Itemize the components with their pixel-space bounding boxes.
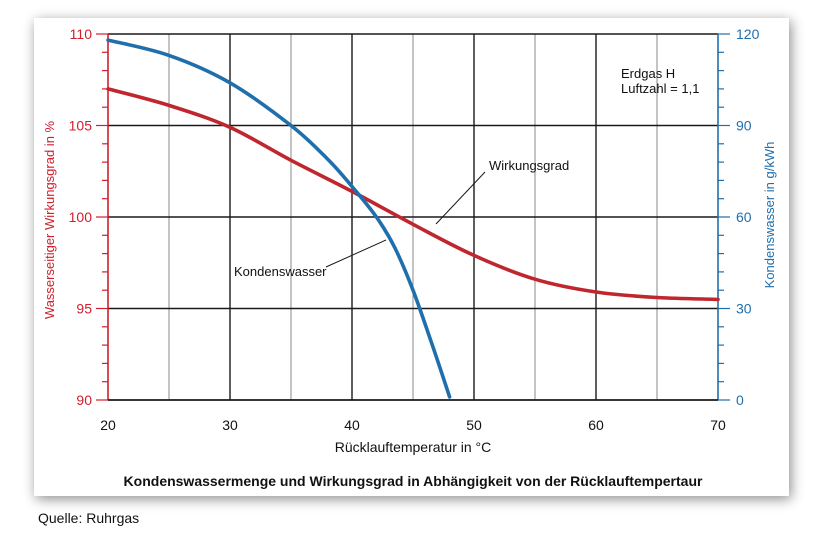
y-left-tick-label: 90 bbox=[76, 392, 92, 408]
x-tick-label: 70 bbox=[710, 417, 726, 433]
y-right-tick-label: 0 bbox=[736, 392, 744, 408]
y-left-axis-title: Wasserseitiger Wirkungsgrad in % bbox=[42, 120, 57, 319]
y-left-tick-label: 110 bbox=[70, 26, 93, 42]
x-tick-label: 20 bbox=[100, 417, 116, 433]
series-label-kondenswasser: Kondenswasser bbox=[234, 264, 327, 279]
leader-line-wirkungsgrad bbox=[435, 171, 486, 225]
y-right-tick-label: 120 bbox=[736, 26, 760, 42]
series bbox=[106, 38, 720, 399]
y-right-tick-label: 60 bbox=[736, 209, 752, 225]
y-right-axis-title: Kondenswasser in g/kWh bbox=[762, 142, 777, 289]
x-tick-label: 40 bbox=[344, 417, 360, 433]
series-label-wirkungsgrad: Wirkungsgrad bbox=[489, 158, 569, 173]
chart-title: Kondenswassermenge und Wirkungsgrad in A… bbox=[124, 473, 703, 489]
x-tick-label: 30 bbox=[222, 417, 238, 433]
annotation-line1: Erdgas H bbox=[621, 66, 675, 81]
x-tick-label: 60 bbox=[588, 417, 604, 433]
y-right-tick-label: 90 bbox=[736, 118, 752, 134]
leader-line-kondenswasser bbox=[325, 239, 387, 268]
series-line-wirkungsgrad bbox=[106, 87, 720, 302]
x-tick-label: 50 bbox=[466, 417, 482, 433]
source-note: Quelle: Ruhrgas bbox=[38, 510, 140, 526]
axes bbox=[96, 33, 730, 401]
y-right-tick-label: 30 bbox=[736, 301, 752, 317]
y-left-tick-label: 100 bbox=[69, 209, 93, 225]
x-axis-title: Rücklauftemperatur in °C bbox=[335, 439, 492, 455]
y-left-tick-label: 95 bbox=[76, 301, 92, 317]
y-left-tick-label: 105 bbox=[69, 118, 93, 134]
series-line-kondenswasser bbox=[106, 38, 452, 399]
labels: 20 30 40 50 60 70 90 95 100 105 110 0 30 60 90 120 Rückl… bbox=[42, 26, 777, 489]
annotation-line2: Luftzahl = 1,1 bbox=[621, 81, 699, 96]
chart-card bbox=[34, 18, 789, 496]
